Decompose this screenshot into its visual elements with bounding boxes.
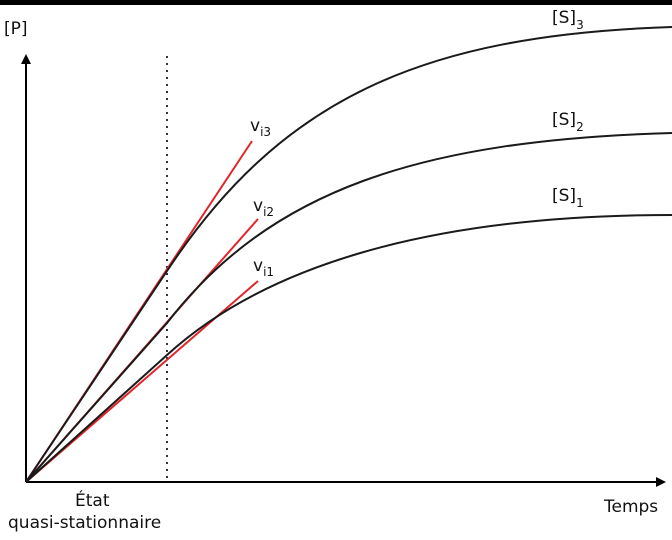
series-label-s1: [S]1 [552, 186, 584, 210]
series-label-s3-main: [S] [552, 8, 576, 28]
tangent-label-vi1-main: v [253, 256, 263, 276]
top-border [0, 0, 672, 5]
tangent-label-vi2-main: v [253, 196, 263, 216]
series-label-s2-main: [S] [552, 110, 576, 130]
curve-s3 [25, 26, 672, 483]
tangent-label-vi1: vi1 [253, 256, 274, 279]
series-label-s2-sub: 2 [576, 120, 584, 134]
tangent-label-vi3: vi3 [250, 116, 271, 139]
y-axis-label: [P] [4, 19, 28, 39]
tangent-label-vi2: vi2 [253, 196, 274, 219]
x-axis-label: Temps [603, 497, 658, 517]
series-label-s3: [S]3 [552, 8, 584, 32]
annotation-line-2: quasi-stationnaire [8, 513, 161, 533]
tangent-label-vi3-main: v [250, 116, 260, 136]
curve-s2 [25, 132, 672, 483]
annotation-line-1: État [75, 489, 110, 511]
tangent-label-vi1-sub: i1 [263, 265, 274, 279]
series-label-s3-sub: 3 [576, 18, 584, 32]
tangent-label-vi2-sub: i2 [263, 205, 274, 219]
curve-s1 [25, 214, 672, 483]
series-label-s1-main: [S] [552, 186, 576, 206]
tangent-label-vi3-sub: i3 [260, 125, 271, 139]
series-label-s1-sub: 1 [576, 196, 584, 210]
series-label-s2: [S]2 [552, 110, 584, 134]
